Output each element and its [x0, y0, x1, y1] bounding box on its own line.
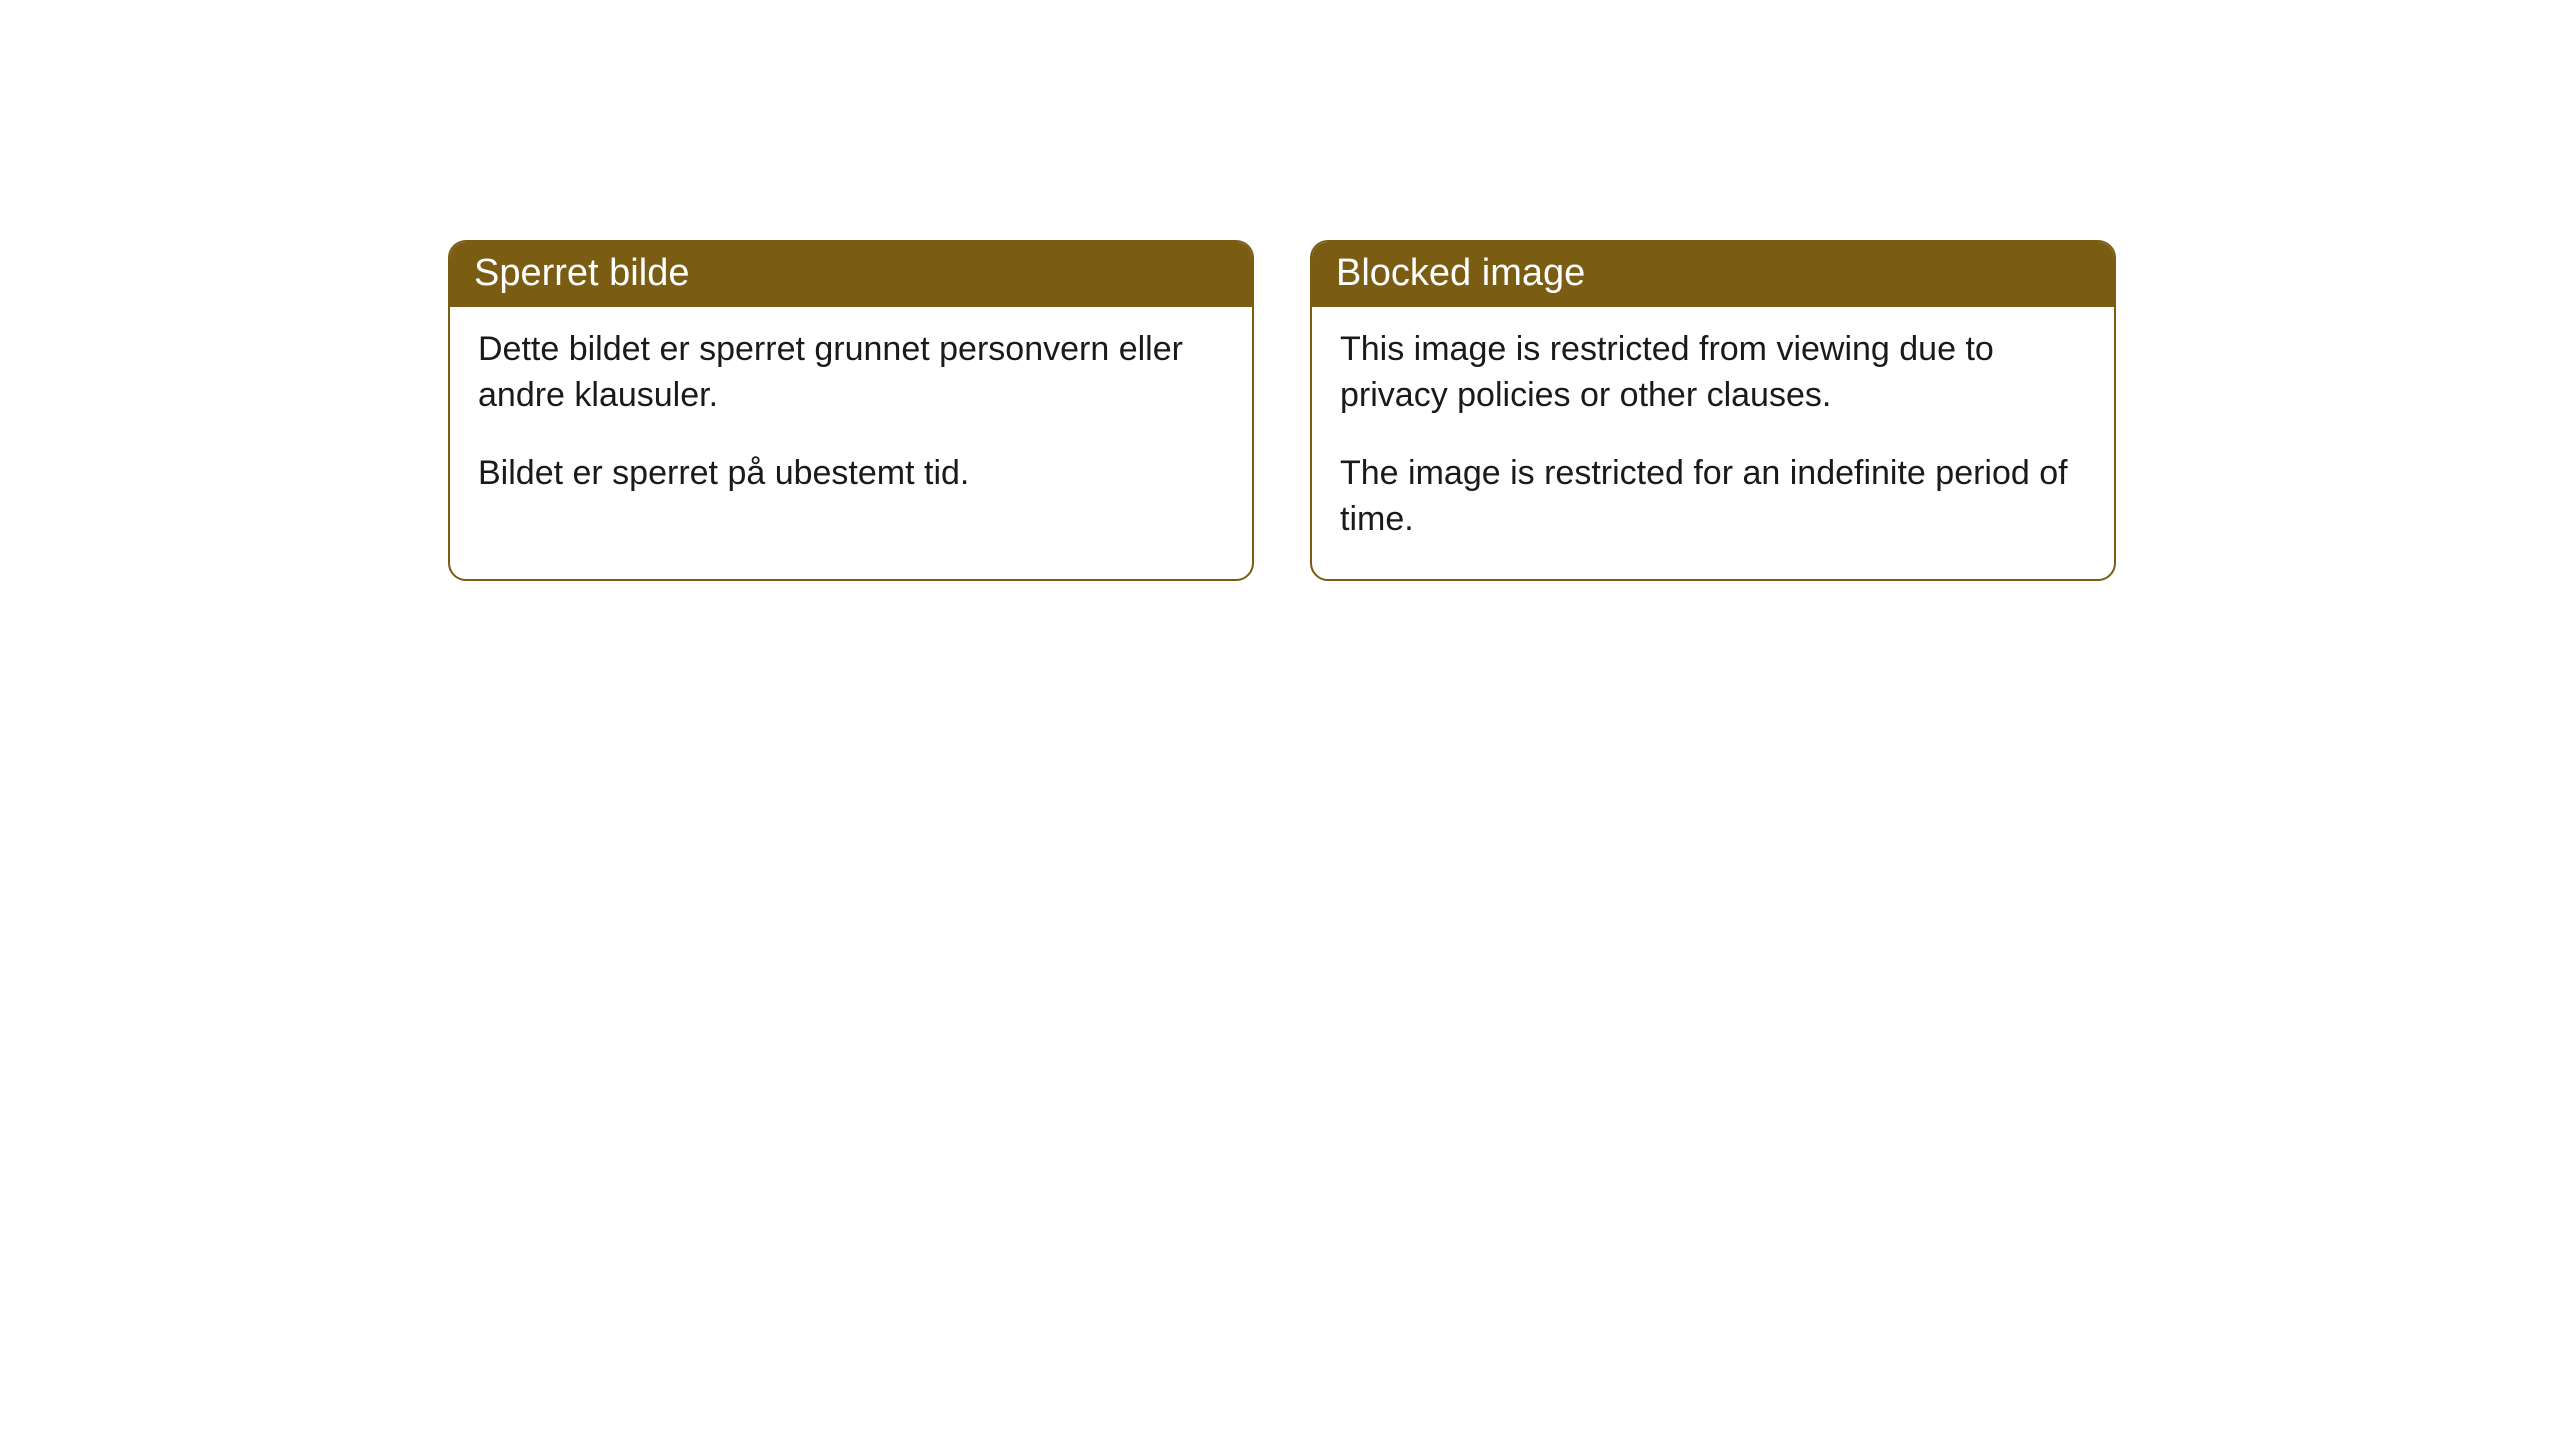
card-paragraph: Dette bildet er sperret grunnet personve… [478, 327, 1224, 419]
card-paragraph: Bildet er sperret på ubestemt tid. [478, 451, 1224, 497]
card-header-norwegian: Sperret bilde [450, 242, 1252, 307]
card-paragraph: This image is restricted from viewing du… [1340, 327, 2086, 419]
card-header-english: Blocked image [1312, 242, 2114, 307]
notice-cards-container: Sperret bilde Dette bildet er sperret gr… [448, 240, 2560, 581]
card-body-norwegian: Dette bildet er sperret grunnet personve… [450, 307, 1252, 533]
card-body-english: This image is restricted from viewing du… [1312, 307, 2114, 579]
card-paragraph: The image is restricted for an indefinit… [1340, 451, 2086, 543]
notice-card-english: Blocked image This image is restricted f… [1310, 240, 2116, 581]
notice-card-norwegian: Sperret bilde Dette bildet er sperret gr… [448, 240, 1254, 581]
